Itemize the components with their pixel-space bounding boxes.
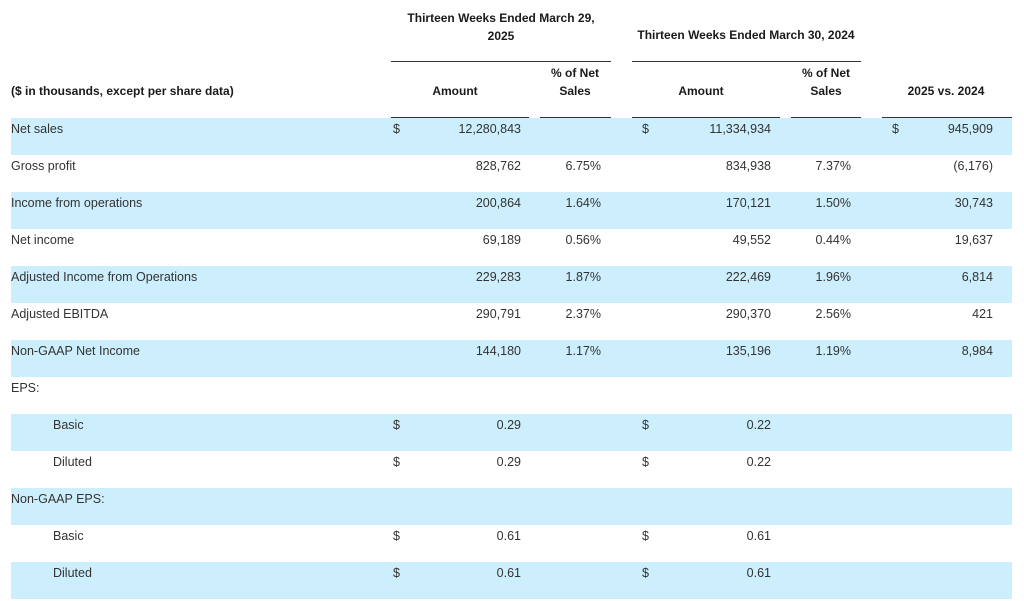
pct-2025-cell: 1.64% (565, 196, 601, 210)
diff-value-cell: 945,909 (947, 122, 993, 136)
table-row: Net income 69,189 0.56% 49,552 0.44% 19,637 (11, 229, 1012, 266)
pct-2025-header-line1: % of Net (551, 66, 599, 80)
table-row: Gross profit 828,762 6.75% 834,938 7.37% (6,1… (11, 155, 1012, 192)
amount-2025-cell: 290,791 (475, 307, 521, 321)
pct-2024-cell: 7.37% (815, 159, 851, 173)
amount-2025-cell: 144,180 (475, 344, 521, 358)
pct-2025-cell: 0.56% (565, 233, 601, 247)
period-2025-header: Thirteen Weeks Ended March 29, 2025 (391, 9, 611, 45)
period-2025-header-line2: 2025 (487, 29, 515, 43)
table-row: Net sales $12,280,843 $11,334,934 $945,909 (11, 118, 1012, 155)
pct-2024-cell: 0.44% (815, 233, 851, 247)
dollar-2025-cell: $ (393, 566, 400, 580)
amount-2024-cell: 0.61 (746, 529, 771, 543)
row-label: Income from operations (11, 196, 143, 210)
amount-2024-cell: 0.22 (746, 455, 771, 469)
table-row: Basic $0.61 $0.61 (11, 525, 1012, 562)
pct-2024-cell: 1.50% (815, 196, 851, 210)
amount-2025-cell: 229,283 (475, 270, 521, 284)
dollar-2024-cell: $ (642, 455, 649, 469)
diff-value-cell: 30,743 (954, 196, 993, 210)
row-label: Net income (11, 233, 75, 247)
pct-2024-cell: 1.96% (815, 270, 851, 284)
amount-2025-cell: 69,189 (482, 233, 521, 247)
diff-value-cell: (6,176) (953, 159, 993, 173)
amount-2024-cell: 0.22 (746, 418, 771, 432)
pct-2024-cell: 1.19% (815, 344, 851, 358)
pct-2025-header-line2: Sales (559, 84, 591, 98)
row-label: Adjusted Income from Operations (11, 270, 198, 284)
amount-2025-cell: 200,864 (475, 196, 521, 210)
pct-2025-rule (540, 117, 611, 118)
pct-2025-header: % of Net Sales (540, 64, 610, 100)
amount-2024-cell: 11,334,934 (709, 122, 771, 136)
table-row: Diluted $0.61 $0.61 (11, 562, 1012, 599)
row-label: Diluted (53, 566, 92, 580)
pct-2025-cell: 1.87% (565, 270, 601, 284)
table-row: Basic $0.29 $0.22 (11, 414, 1012, 451)
comparison-rule (882, 117, 1012, 118)
dollar-2024-cell: $ (642, 418, 649, 432)
period-2025-header-line1: Thirteen Weeks Ended March 29, (407, 11, 595, 25)
pct-2025-cell: 2.37% (565, 307, 601, 321)
units-label: ($ in thousands, except per share data) (11, 84, 234, 98)
amount-2024-cell: 49,552 (732, 233, 771, 247)
table-row: Non-GAAP Net Income 144,180 1.17% 135,196 1.… (11, 340, 1012, 377)
row-label: Basic (53, 418, 84, 432)
amount-2025-cell: 0.61 (496, 529, 521, 543)
amount-2025-cell: 0.61 (496, 566, 521, 580)
diff-value-cell: 8,984 (961, 344, 993, 358)
row-label: Non-GAAP Net Income (11, 344, 140, 358)
amount-2025-cell: 0.29 (496, 455, 521, 469)
table-row: Adjusted Income from Operations 229,283 1.… (11, 266, 1012, 303)
amount-2024-cell: 222,469 (725, 270, 771, 284)
amount-2025-cell: 0.29 (496, 418, 521, 432)
dollar-2025-cell: $ (393, 455, 400, 469)
row-label: Diluted (53, 455, 92, 469)
dollar-2024-cell: $ (642, 122, 649, 136)
pct-2025-cell: 1.17% (565, 344, 601, 358)
amount-2024-cell: 290,370 (725, 307, 771, 321)
row-label: Basic (53, 529, 84, 543)
pct-2024-rule (791, 117, 861, 118)
amount-2024-cell: 0.61 (746, 566, 771, 580)
amount-2025-rule (391, 117, 529, 118)
pct-2024-cell: 2.56% (815, 307, 851, 321)
row-label: Gross profit (11, 159, 76, 173)
row-label: EPS: (11, 381, 40, 395)
period-2024-rule (632, 61, 861, 62)
amount-2025-header: Amount (432, 84, 478, 98)
dollar-2024-cell: $ (642, 566, 649, 580)
row-label: Non-GAAP EPS: (11, 492, 105, 506)
row-label: Adjusted EBITDA (11, 307, 109, 321)
amount-2024-header: Amount (678, 84, 724, 98)
dollar-2025-cell: $ (393, 122, 400, 136)
table-row: Adjusted EBITDA 290,791 2.37% 290,370 2.56% 4… (11, 303, 1012, 340)
dollar-2025-cell: $ (393, 418, 400, 432)
diff-value-cell: 421 (972, 307, 993, 321)
pct-2024-header-line2: Sales (810, 84, 842, 98)
period-2024-header: Thirteen Weeks Ended March 30, 2024 (637, 28, 855, 42)
amount-2024-cell: 170,121 (725, 196, 771, 210)
period-2025-rule (391, 61, 611, 62)
pct-2025-cell: 6.75% (565, 159, 601, 173)
row-label: Net sales (11, 122, 64, 136)
amount-2024-cell: 135,196 (725, 344, 771, 358)
dollar-2025-cell: $ (393, 529, 400, 543)
amount-2025-cell: 12,280,843 (458, 122, 521, 136)
diff-value-cell: 6,814 (961, 270, 993, 284)
diff-value-cell: 19,637 (954, 233, 993, 247)
table-row: Non-GAAP EPS: (11, 488, 1012, 525)
amount-2024-rule (632, 117, 780, 118)
table-row: Income from operations 200,864 1.64% 170,12… (11, 192, 1012, 229)
dollar-2024-cell: $ (642, 529, 649, 543)
table-row: Diluted $0.29 $0.22 (11, 451, 1012, 488)
amount-2024-cell: 834,938 (725, 159, 771, 173)
dollar-diff-cell: $ (892, 122, 899, 136)
comparison-header: 2025 vs. 2024 (907, 84, 985, 98)
table-row: EPS: (11, 377, 1012, 414)
pct-2024-header: % of Net Sales (791, 64, 861, 100)
pct-2024-header-line1: % of Net (802, 66, 850, 80)
amount-2025-cell: 828,762 (475, 159, 521, 173)
